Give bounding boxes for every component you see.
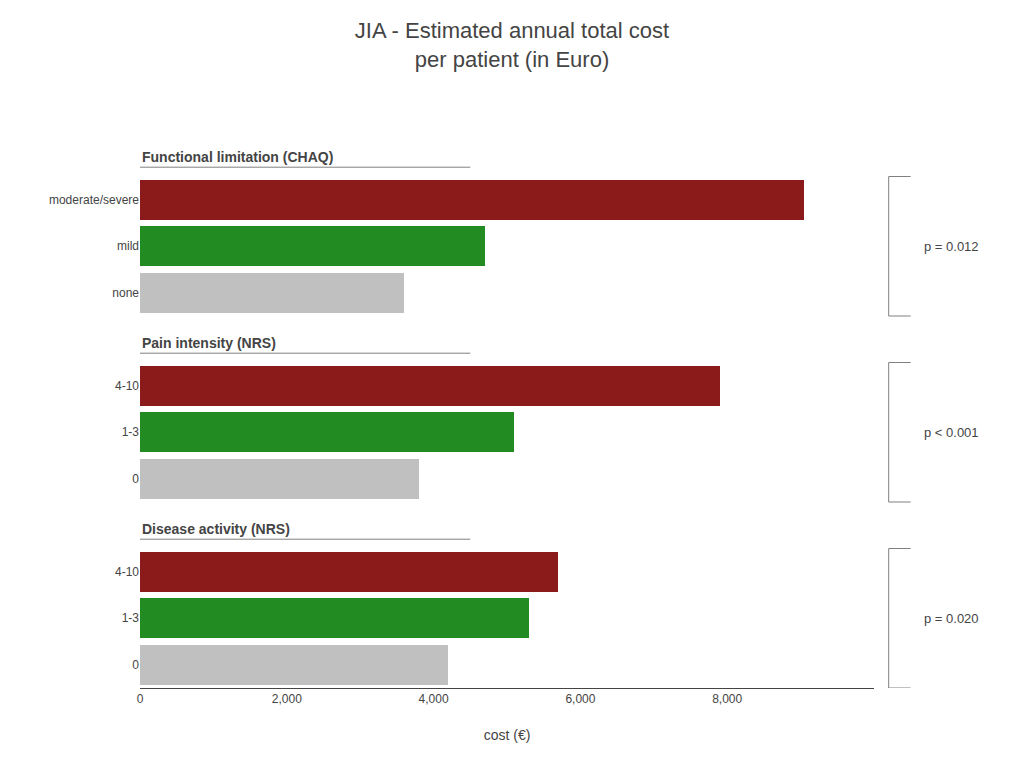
svg-text:4,000: 4,000 (419, 692, 449, 706)
svg-text:p = 0.012: p = 0.012 (924, 239, 979, 254)
svg-text:2,000: 2,000 (272, 692, 302, 706)
svg-text:1-3: 1-3 (122, 425, 140, 439)
svg-text:0: 0 (132, 658, 139, 672)
svg-text:1-3: 1-3 (122, 611, 140, 625)
svg-text:8,000: 8,000 (712, 692, 742, 706)
svg-text:none: none (112, 286, 139, 300)
svg-text:p < 0.001: p < 0.001 (924, 425, 979, 440)
svg-text:JIA - Estimated annual total c: JIA - Estimated annual total costper pat… (355, 18, 669, 72)
svg-text:cost (€): cost (€) (484, 727, 531, 743)
svg-text:mild: mild (117, 239, 139, 253)
svg-text:Functional limitation (CHAQ): Functional limitation (CHAQ) (142, 149, 333, 165)
svg-text:0: 0 (137, 692, 144, 706)
svg-text:p = 0.020: p = 0.020 (924, 611, 979, 626)
svg-text:Disease activity (NRS): Disease activity (NRS) (142, 521, 290, 537)
svg-text:4-10: 4-10 (115, 379, 139, 393)
svg-text:0: 0 (132, 472, 139, 486)
svg-text:Pain intensity (NRS): Pain intensity (NRS) (142, 335, 276, 351)
svg-text:4-10: 4-10 (115, 565, 139, 579)
svg-text:6,000: 6,000 (565, 692, 595, 706)
svg-text:moderate/severe: moderate/severe (49, 193, 139, 207)
